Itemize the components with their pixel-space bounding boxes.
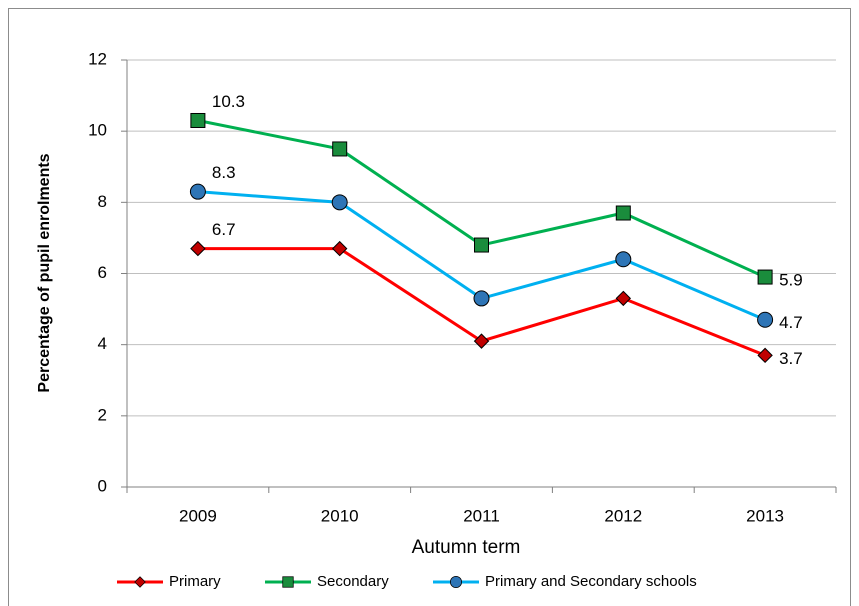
x-tick-label: 2010 [321, 506, 359, 525]
x-tick-label: 2013 [746, 506, 784, 525]
marker [473, 290, 490, 307]
data-label: 8.3 [212, 163, 236, 182]
marker [615, 205, 631, 221]
data-label: 6.7 [212, 220, 236, 239]
y-tick-label: 10 [88, 121, 107, 140]
y-tick-label: 12 [88, 49, 107, 68]
marker [282, 576, 294, 588]
marker [332, 141, 348, 157]
y-tick-label: 2 [98, 405, 107, 424]
y-axis-title: Percentage of pupil enrolments [36, 153, 53, 392]
marker [134, 576, 146, 588]
marker [757, 347, 773, 364]
y-tick-label: 0 [98, 476, 107, 495]
marker [190, 112, 206, 128]
y-tick-label: 4 [98, 334, 107, 353]
legend-label: Primary [169, 573, 221, 590]
data-label: 4.7 [779, 313, 803, 332]
x-tick-label: 2012 [604, 506, 642, 525]
marker [331, 240, 348, 257]
marker [474, 237, 489, 253]
y-tick-label: 6 [98, 263, 107, 282]
marker [189, 183, 206, 200]
x-tick-label: 2011 [463, 506, 500, 525]
marker [757, 269, 773, 285]
chart-frame [8, 8, 851, 606]
marker [450, 576, 462, 588]
data-label: 10.3 [212, 92, 245, 111]
y-tick-label: 8 [98, 192, 107, 211]
x-tick-label: 2009 [179, 506, 217, 525]
marker [615, 290, 632, 307]
marker [615, 251, 632, 268]
data-label: 3.7 [779, 349, 803, 368]
x-axis-title: Autumn term [412, 537, 521, 558]
marker [331, 194, 348, 211]
marker [757, 311, 774, 328]
marker [190, 240, 206, 257]
marker [473, 333, 490, 349]
data-label: 5.9 [779, 271, 803, 290]
legend-label: Primary and Secondary schools [485, 573, 697, 590]
legend-label: Secondary [317, 573, 389, 590]
